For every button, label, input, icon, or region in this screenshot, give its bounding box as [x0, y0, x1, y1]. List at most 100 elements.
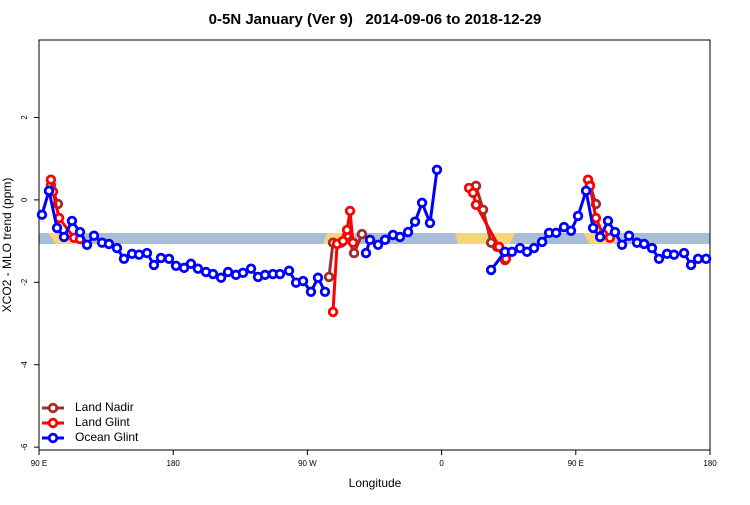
- y-axis-label: XCO2 - MLO trend (ppm): [0, 178, 14, 313]
- legend-label: Land Nadir: [75, 400, 134, 414]
- data-point: [550, 227, 562, 239]
- data-point: [700, 253, 712, 265]
- data-point: [163, 253, 175, 265]
- legend-marker: [47, 417, 59, 429]
- data-point: [51, 222, 63, 234]
- legend-marker: [47, 432, 59, 444]
- y-tick-label: -2: [20, 278, 29, 286]
- data-point: [572, 210, 584, 222]
- data-point: [692, 253, 704, 265]
- x-tick-label: 90 E: [568, 459, 584, 468]
- data-point: [103, 238, 115, 250]
- data-point: [259, 269, 271, 281]
- data-point: [431, 164, 443, 175]
- data-point: [148, 259, 160, 271]
- data-point: [185, 258, 197, 269]
- data-point: [528, 242, 540, 254]
- y-tick-label: 0: [20, 197, 29, 202]
- x-tick-label: 90 W: [298, 459, 317, 468]
- data-point: [111, 242, 123, 254]
- legend-label: Ocean Glint: [75, 430, 139, 444]
- data-point: [297, 275, 309, 287]
- data-point: [409, 216, 421, 227]
- data-point: [337, 235, 349, 247]
- data-point: [305, 286, 317, 297]
- plot-frame: [38, 39, 711, 451]
- data-point: [207, 268, 219, 280]
- data-point: [668, 249, 680, 260]
- data-point: [192, 263, 204, 274]
- legend-marker: [47, 402, 59, 414]
- data-point: [416, 197, 428, 208]
- legend-label: Land Glint: [75, 415, 130, 429]
- data-point: [485, 264, 497, 276]
- data-point: [372, 239, 384, 250]
- data-point: [283, 265, 295, 276]
- data-point: [58, 231, 70, 243]
- x-tick-label: 0: [439, 459, 444, 468]
- data-point: [327, 306, 339, 318]
- data-point: [141, 247, 153, 259]
- data-point: [36, 209, 48, 220]
- data-point: [88, 230, 100, 241]
- data-point: [602, 215, 614, 227]
- data-point: [402, 226, 414, 238]
- data-point: [587, 222, 599, 234]
- data-point: [580, 185, 592, 197]
- data-point: [133, 249, 145, 260]
- series: [45, 174, 616, 318]
- chart-title: 0-5N January (Ver 9) 2014-09-06 to 2018-…: [209, 11, 542, 28]
- data-point: [565, 225, 577, 236]
- data-point: [118, 253, 130, 265]
- y-tick-label: 2: [20, 115, 29, 120]
- data-point: [274, 268, 286, 280]
- data-point: [312, 272, 324, 283]
- y-tick-label: -4: [20, 361, 29, 369]
- data-point: [590, 212, 602, 224]
- data-point: [347, 237, 359, 248]
- data-point: [319, 286, 331, 297]
- data-point: [609, 226, 621, 238]
- land-band: [455, 233, 515, 244]
- data-point: [323, 271, 335, 283]
- data-point: [245, 263, 257, 274]
- data-point: [678, 247, 690, 259]
- data-point: [66, 215, 78, 227]
- data-point: [638, 238, 650, 250]
- data-point: [360, 247, 372, 259]
- data-point: [424, 217, 436, 229]
- data-point: [237, 267, 249, 279]
- data-point: [467, 187, 479, 199]
- data-point: [470, 199, 482, 211]
- data-point: [623, 230, 635, 241]
- data-point: [356, 228, 368, 240]
- data-point: [594, 231, 606, 243]
- y-tick-label: -6: [20, 443, 29, 451]
- data-point: [646, 242, 658, 254]
- data-point: [81, 239, 93, 250]
- data-point: [74, 226, 86, 238]
- data-point: [379, 234, 391, 246]
- data-point: [45, 174, 57, 185]
- x-tick-label: 90 E: [31, 459, 47, 468]
- data-point: [616, 239, 628, 250]
- data-point: [222, 266, 234, 278]
- data-point: [348, 247, 360, 259]
- data-point: [364, 234, 376, 246]
- data-point: [155, 252, 167, 264]
- data-point: [170, 260, 182, 272]
- data-point: [536, 236, 548, 248]
- data-point: [653, 253, 665, 265]
- x-tick-label: 180: [703, 459, 717, 468]
- data-point: [506, 246, 518, 257]
- data-point: [43, 185, 55, 197]
- x-axis-label: Longitude: [349, 476, 402, 490]
- x-tick-label: 180: [167, 459, 181, 468]
- series: [36, 164, 712, 297]
- data-point: [394, 231, 406, 243]
- data-point: [685, 259, 697, 271]
- data-point: [341, 224, 353, 236]
